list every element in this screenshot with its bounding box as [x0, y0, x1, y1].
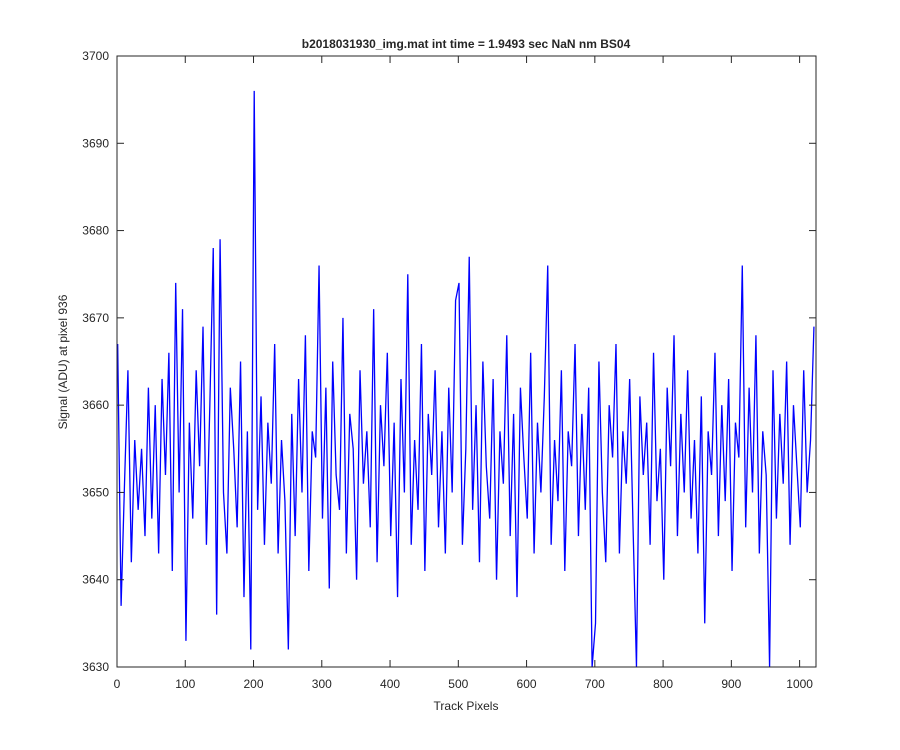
x-tick-label: 700	[585, 677, 605, 691]
y-tick-label: 3700	[82, 49, 109, 63]
x-tick-label: 600	[517, 677, 537, 691]
x-tick-label: 100	[175, 677, 195, 691]
chart-title: b2018031930_img.mat int time = 1.9493 se…	[302, 37, 631, 51]
y-tick-label: 3630	[82, 660, 109, 674]
y-tick-label: 3670	[82, 311, 109, 325]
y-tick-label: 3660	[82, 398, 109, 412]
x-tick-label: 500	[448, 677, 468, 691]
axes-box	[116, 55, 817, 668]
y-axis-label: Signal (ADU) at pixel 936	[56, 294, 70, 429]
x-tick-label: 300	[312, 677, 332, 691]
x-axis-label: Track Pixels	[434, 699, 499, 713]
x-tick-label: 900	[721, 677, 741, 691]
x-tick-label: 1000	[786, 677, 813, 691]
x-tick-label: 400	[380, 677, 400, 691]
x-tick-label: 800	[653, 677, 673, 691]
y-tick-label: 3650	[82, 485, 109, 499]
data-line	[117, 90, 815, 668]
y-tick-label: 3640	[82, 573, 109, 587]
x-tick-label: 0	[114, 677, 121, 691]
y-tick-label: 3680	[82, 224, 109, 238]
x-tick-label: 200	[244, 677, 264, 691]
y-tick-label: 3690	[82, 136, 109, 150]
